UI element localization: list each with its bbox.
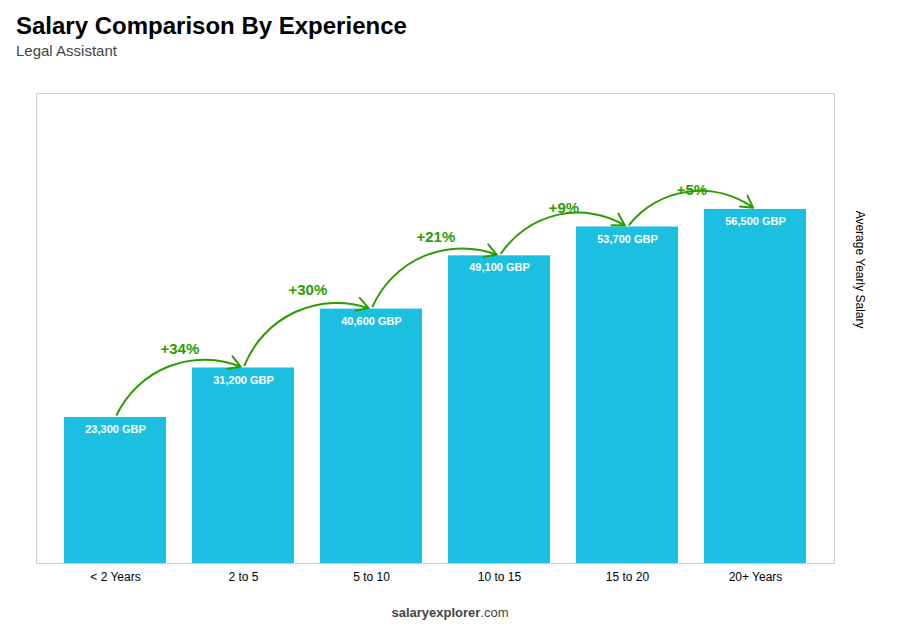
svg-text:+9%: +9% — [549, 199, 579, 216]
svg-text:23,300 GBP: 23,300 GBP — [85, 423, 146, 435]
html-text:Legal Assistant: Legal Assistant — [16, 42, 117, 59]
svg-text:49,100 GBP: 49,100 GBP — [469, 261, 530, 273]
svg-text:+30%: +30% — [288, 281, 327, 298]
svg-text:56,500 GBP: 56,500 GBP — [725, 215, 786, 227]
svg-text:20+ Years: 20+ Years — [729, 570, 783, 584]
svg-text:53,700 GBP: 53,700 GBP — [597, 233, 658, 245]
html-text:Salary Comparison By Experienc: Salary Comparison By Experience — [16, 12, 407, 39]
svg-text:+21%: +21% — [416, 228, 455, 245]
svg-text:40,600 GBP: 40,600 GBP — [341, 315, 402, 327]
svg-text:2 to 5: 2 to 5 — [228, 570, 258, 584]
svg-text:31,200 GBP: 31,200 GBP — [213, 374, 274, 386]
svg-text:Average Yearly Salary: Average Yearly Salary — [853, 211, 867, 329]
svg-text:10 to 15: 10 to 15 — [478, 570, 522, 584]
svg-text:< 2 Years: < 2 Years — [90, 570, 140, 584]
svg-text:15 to 20: 15 to 20 — [606, 570, 650, 584]
svg-text:5 to 10: 5 to 10 — [353, 570, 390, 584]
svg-text:+34%: +34% — [160, 340, 199, 357]
html-text:salary explorer.com: salary explorer.com — [391, 605, 509, 620]
svg-text:+5%: +5% — [677, 181, 707, 198]
